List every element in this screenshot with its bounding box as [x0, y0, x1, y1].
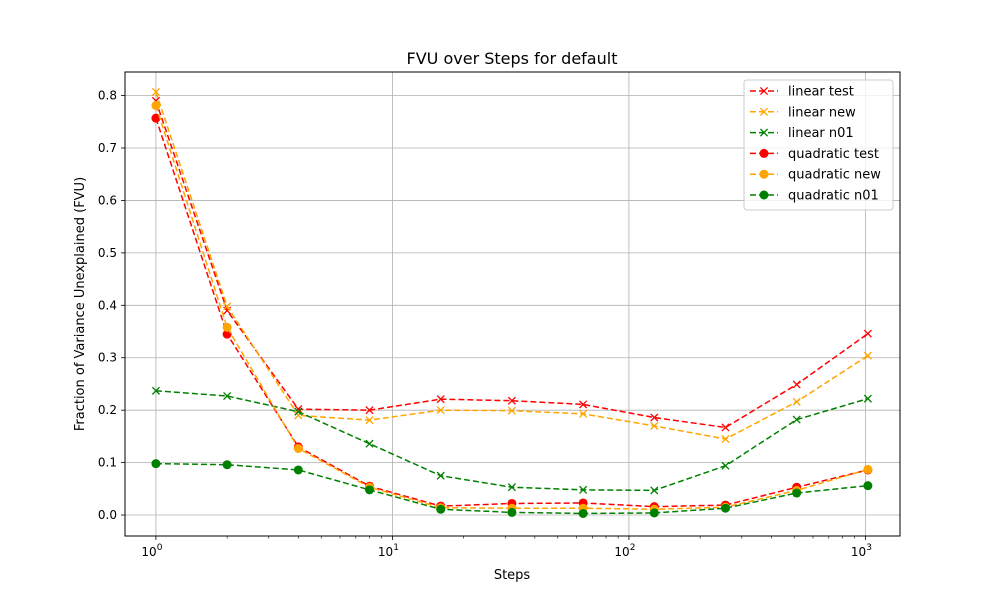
y-tick-label: 0.6 [98, 193, 117, 207]
x-tick-label: 100 [141, 543, 162, 559]
data-point [720, 503, 730, 513]
legend-item: linear n01 [750, 126, 854, 141]
x-tick-label: 103 [851, 543, 872, 559]
series-line [155, 100, 869, 429]
legend-label: quadratic new [788, 168, 881, 183]
data-point [365, 416, 374, 425]
data-point [293, 465, 303, 475]
legend-item: linear new [750, 105, 856, 120]
series-layer [151, 87, 873, 518]
data-point [293, 443, 303, 453]
data-point [507, 406, 516, 415]
data-point [721, 461, 730, 470]
data-point [222, 460, 232, 470]
data-point [863, 351, 872, 360]
y-tick-label: 0.4 [98, 298, 117, 312]
data-point [792, 380, 801, 389]
data-point [436, 406, 445, 415]
data-point [792, 397, 801, 406]
data-point [721, 434, 730, 444]
legend-marker [759, 86, 769, 96]
data-point [863, 394, 872, 403]
legend-marker [759, 148, 769, 158]
legend-marker [759, 190, 769, 200]
data-point [650, 421, 659, 430]
data-point [863, 464, 873, 474]
data-point [436, 395, 445, 404]
data-point [579, 409, 588, 418]
data-point [578, 508, 588, 518]
data-point [650, 486, 659, 495]
y-axis-ticks: 0.0 0.1 0.2 0.3 0.4 0.5 0.6 0.7 0.8 [98, 89, 125, 522]
data-point [792, 415, 801, 424]
data-point [507, 396, 516, 405]
data-point [365, 406, 374, 415]
chart-title: FVU over Steps for default [407, 49, 618, 68]
y-tick-label: 0.1 [98, 456, 117, 470]
plot-frame [124, 71, 901, 537]
legend-item: linear test [750, 85, 854, 100]
data-point [151, 101, 161, 111]
legend-item: quadratic new [750, 168, 881, 183]
legend: linear test linear new linear n01 quadratic… [743, 79, 894, 211]
legend-item: quadratic test [750, 147, 879, 162]
series-linear-new [151, 87, 872, 444]
y-tick-label: 0.3 [98, 351, 117, 365]
data-point [151, 459, 161, 469]
grid-lines [125, 72, 900, 536]
x-tick-label: 102 [614, 543, 635, 559]
data-point [436, 504, 446, 514]
data-point [294, 407, 303, 416]
data-point [223, 391, 232, 401]
y-tick-label: 0.7 [98, 141, 117, 155]
data-point [863, 481, 873, 491]
legend-marker [759, 107, 769, 116]
series-linear-test [151, 96, 872, 432]
y-tick-label: 0.0 [98, 508, 117, 522]
series-linear-n01 [151, 386, 872, 495]
data-point [151, 87, 160, 96]
y-tick-label: 0.5 [98, 246, 117, 260]
legend-label: quadratic test [788, 147, 879, 162]
data-point [649, 508, 659, 518]
y-axis-label: Fraction of Variance Unexplained (FVU) [73, 177, 88, 431]
x-tick-label: 101 [378, 543, 399, 559]
data-point [222, 322, 232, 332]
legend-item: quadratic n01 [750, 189, 879, 204]
legend-label: quadratic n01 [788, 189, 879, 204]
x-axis-label: Steps [494, 568, 531, 583]
data-point [436, 471, 445, 480]
data-point [650, 413, 659, 422]
data-point [579, 485, 588, 494]
legend-marker [759, 169, 769, 179]
data-point [507, 483, 516, 492]
legend-marker [759, 128, 769, 137]
data-point [721, 423, 730, 432]
legend-label: linear new [788, 105, 856, 120]
data-point [579, 400, 588, 409]
series-quadratic-n01 [151, 459, 873, 518]
x-axis-ticks: 100 101 102 103 [141, 536, 872, 559]
data-point [365, 485, 375, 495]
data-point [151, 113, 161, 123]
data-point [151, 386, 160, 395]
data-point [365, 439, 374, 448]
data-point [223, 302, 232, 311]
data-point [507, 507, 517, 517]
data-point [792, 488, 802, 498]
legend-label: linear test [788, 85, 854, 100]
y-tick-label: 0.8 [98, 89, 117, 103]
y-tick-label: 0.2 [98, 403, 117, 417]
data-point [863, 329, 872, 338]
legend-label: linear n01 [788, 126, 854, 141]
legend-box [743, 79, 894, 211]
